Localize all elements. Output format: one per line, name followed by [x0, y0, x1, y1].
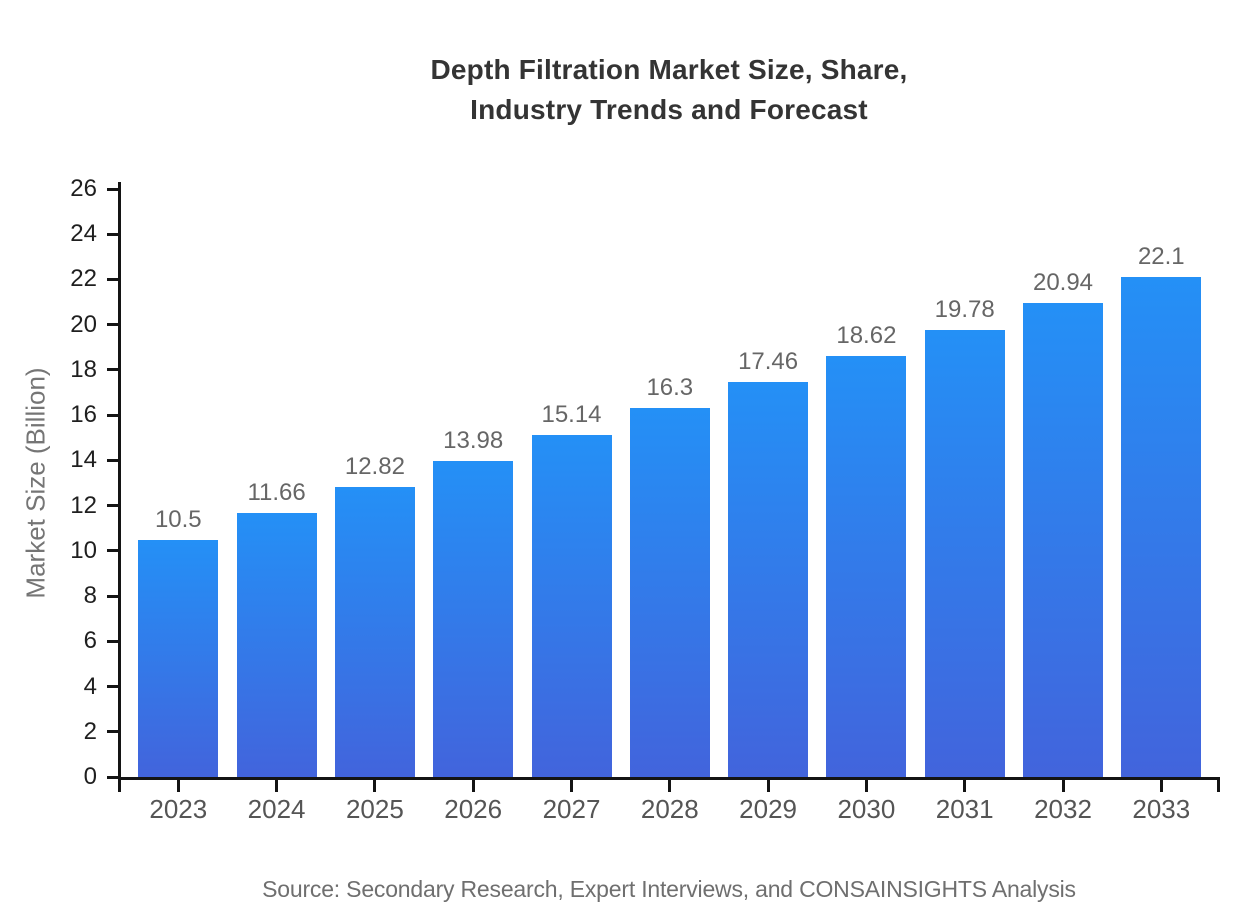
- x-tick-mark: [570, 780, 573, 792]
- y-tick-mark: [107, 730, 118, 734]
- y-tick-label: 20: [70, 310, 97, 338]
- bar: [924, 330, 1005, 777]
- y-tick-label: 18: [70, 355, 97, 383]
- bar-value-label: 19.78: [934, 296, 995, 323]
- y-tick-label: 0: [83, 763, 97, 790]
- x-tick-label: 2033: [1132, 794, 1191, 824]
- y-tick-mark: [107, 368, 118, 372]
- y-tick-mark: [107, 232, 118, 236]
- bar-value-label: 12.82: [344, 453, 405, 480]
- bar-value-label: 13.98: [443, 427, 504, 454]
- y-tick-label: 12: [70, 491, 97, 519]
- y-tick-mark: [107, 187, 118, 191]
- bar-value-label: 18.62: [836, 322, 897, 349]
- x-tick-label: 2028: [640, 794, 699, 824]
- chart-title: Depth Filtration Market Size, Share, Ind…: [118, 50, 1220, 130]
- x-tick-mark: [766, 780, 770, 792]
- bar: [1121, 277, 1202, 777]
- y-tick-label: 26: [70, 175, 97, 202]
- bar-value-label: 11.66: [247, 479, 306, 506]
- bar: [236, 513, 317, 777]
- y-tick-mark: [107, 323, 118, 327]
- y-tick-mark: [107, 685, 118, 689]
- bar: [334, 487, 415, 777]
- y-tick-mark: [107, 594, 118, 598]
- y-tick-label: 2: [83, 717, 97, 745]
- x-axis-start-tick: [118, 780, 121, 792]
- y-tick-label: 24: [70, 220, 97, 248]
- x-tick-mark: [963, 780, 967, 792]
- x-tick-label: 2024: [247, 794, 306, 824]
- x-tick-mark: [471, 780, 475, 792]
- x-tick-mark: [1061, 780, 1065, 792]
- bar-value-label: 16.3: [646, 374, 694, 401]
- plot-area: 0 2 4 6 8 10 12 14 16 18 20 22 24 26 10.5 2023 11.66 2024…: [70, 176, 1220, 824]
- y-axis-title: Market Size (Billion): [20, 367, 51, 599]
- bar: [531, 435, 612, 777]
- bar: [138, 540, 219, 777]
- x-tick-mark: [373, 780, 377, 792]
- y-tick-mark: [107, 277, 118, 281]
- y-tick-label: 8: [83, 582, 97, 610]
- bar: [433, 461, 514, 777]
- x-tick-mark: [864, 780, 868, 792]
- y-tick-mark: [107, 639, 118, 643]
- x-tick-label: 2023: [149, 794, 208, 824]
- y-tick-mark: [107, 549, 118, 553]
- y-tick-label: 16: [70, 401, 97, 429]
- bar-value-label: 15.14: [541, 401, 602, 428]
- y-tick-mark: [107, 458, 118, 462]
- x-tick-label: 2025: [345, 794, 404, 824]
- source-note: Source: Secondary Research, Expert Inter…: [262, 876, 1076, 902]
- y-tick-mark: [107, 504, 118, 508]
- y-tick-label: 6: [83, 627, 97, 655]
- y-tick-label: 14: [70, 446, 97, 474]
- chart-title-line-1: Depth Filtration Market Size, Share,: [430, 54, 908, 85]
- x-tick-label: 2029: [739, 794, 798, 824]
- x-axis-end-tick: [1217, 780, 1220, 792]
- y-tick-label: 10: [70, 536, 97, 564]
- x-tick-label: 2026: [444, 794, 503, 824]
- bar-value-label: 17.46: [738, 348, 799, 375]
- y-tick-mark: [107, 413, 118, 417]
- x-axis-line: [118, 777, 1220, 780]
- y-axis-line: [118, 182, 121, 780]
- x-tick-mark: [275, 780, 279, 792]
- bar: [629, 408, 710, 777]
- bar-value-label: 22.1: [1137, 243, 1185, 270]
- x-tick-mark: [668, 780, 672, 792]
- x-tick-label: 2032: [1034, 794, 1092, 824]
- y-tick-label: 22: [70, 265, 97, 293]
- bar: [826, 356, 907, 777]
- x-tick-label: 2030: [837, 794, 896, 824]
- x-tick-label: 2027: [542, 794, 601, 824]
- y-tick-mark: [107, 775, 118, 779]
- x-tick-mark: [1159, 780, 1163, 792]
- y-tick-label: 4: [83, 672, 97, 700]
- x-tick-label: 2031: [935, 794, 994, 824]
- bar-value-label: 20.94: [1032, 269, 1094, 296]
- bar: [728, 382, 809, 777]
- bar: [1023, 303, 1103, 777]
- chart-title-line-2: Industry Trends and Forecast: [470, 94, 868, 125]
- x-tick-mark: [176, 780, 180, 792]
- bar-value-label: 10.5: [154, 506, 202, 533]
